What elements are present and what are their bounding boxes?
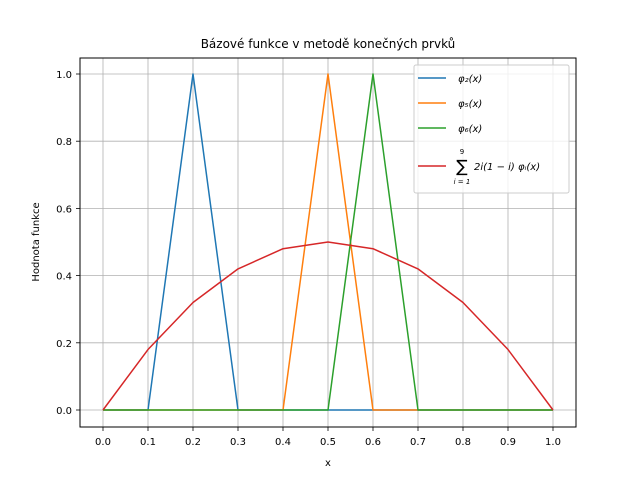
legend-label: φ₂(x) bbox=[458, 74, 482, 85]
x-tick-label: 0.6 bbox=[365, 437, 381, 448]
x-tick-label: 0.5 bbox=[320, 437, 336, 448]
x-tick-label: 0.7 bbox=[410, 437, 426, 448]
y-tick-label: 0.8 bbox=[56, 137, 72, 148]
x-tick-label: 1.0 bbox=[545, 437, 561, 448]
x-tick-label: 0.8 bbox=[455, 437, 471, 448]
x-tick-label: 0.1 bbox=[140, 437, 156, 448]
x-tick-label: 0.9 bbox=[500, 437, 516, 448]
legend-box bbox=[413, 64, 570, 194]
legend: φ₂(x) φ₅(x) φ₆(x) 9∑i = 12i(1 − i) φᵢ(x) bbox=[413, 64, 570, 194]
x-axis-ticks: 0.0 0.1 0.2 0.3 0.4 0.5 0.6 0.7 0.8 0.9 1.0 bbox=[95, 427, 561, 448]
series-line-4 bbox=[102, 241, 554, 411]
y-axis-ticks: 0.0 0.2 0.4 0.6 0.8 1.0 bbox=[56, 70, 80, 417]
y-tick-label: 0.2 bbox=[56, 339, 72, 350]
y-tick-label: 0.4 bbox=[56, 272, 72, 283]
x-tick-label: 0.2 bbox=[185, 437, 201, 448]
chart-title: Bázové funkce v metodě konečných prvků bbox=[201, 37, 456, 51]
sum-lower-limit: i = 1 bbox=[454, 178, 471, 186]
x-tick-label: 0.3 bbox=[230, 437, 246, 448]
sum-upper-limit: 9 bbox=[460, 148, 464, 156]
sum-icon: ∑ bbox=[456, 157, 468, 177]
x-axis-label: x bbox=[325, 458, 331, 469]
legend-label: 2i(1 − i) φᵢ(x) bbox=[474, 162, 540, 173]
legend-label: φ₅(x) bbox=[458, 99, 482, 110]
series-line-3 bbox=[103, 73, 553, 411]
x-tick-label: 0.4 bbox=[275, 437, 291, 448]
y-axis-label: Hodnota funkce bbox=[31, 202, 42, 281]
y-tick-label: 1.0 bbox=[56, 70, 72, 81]
plot-series bbox=[102, 73, 554, 411]
y-tick-label: 0.0 bbox=[56, 406, 72, 417]
y-tick-label: 0.6 bbox=[56, 204, 72, 215]
legend-label: φ₆(x) bbox=[458, 124, 482, 135]
x-tick-label: 0.0 bbox=[95, 437, 111, 448]
